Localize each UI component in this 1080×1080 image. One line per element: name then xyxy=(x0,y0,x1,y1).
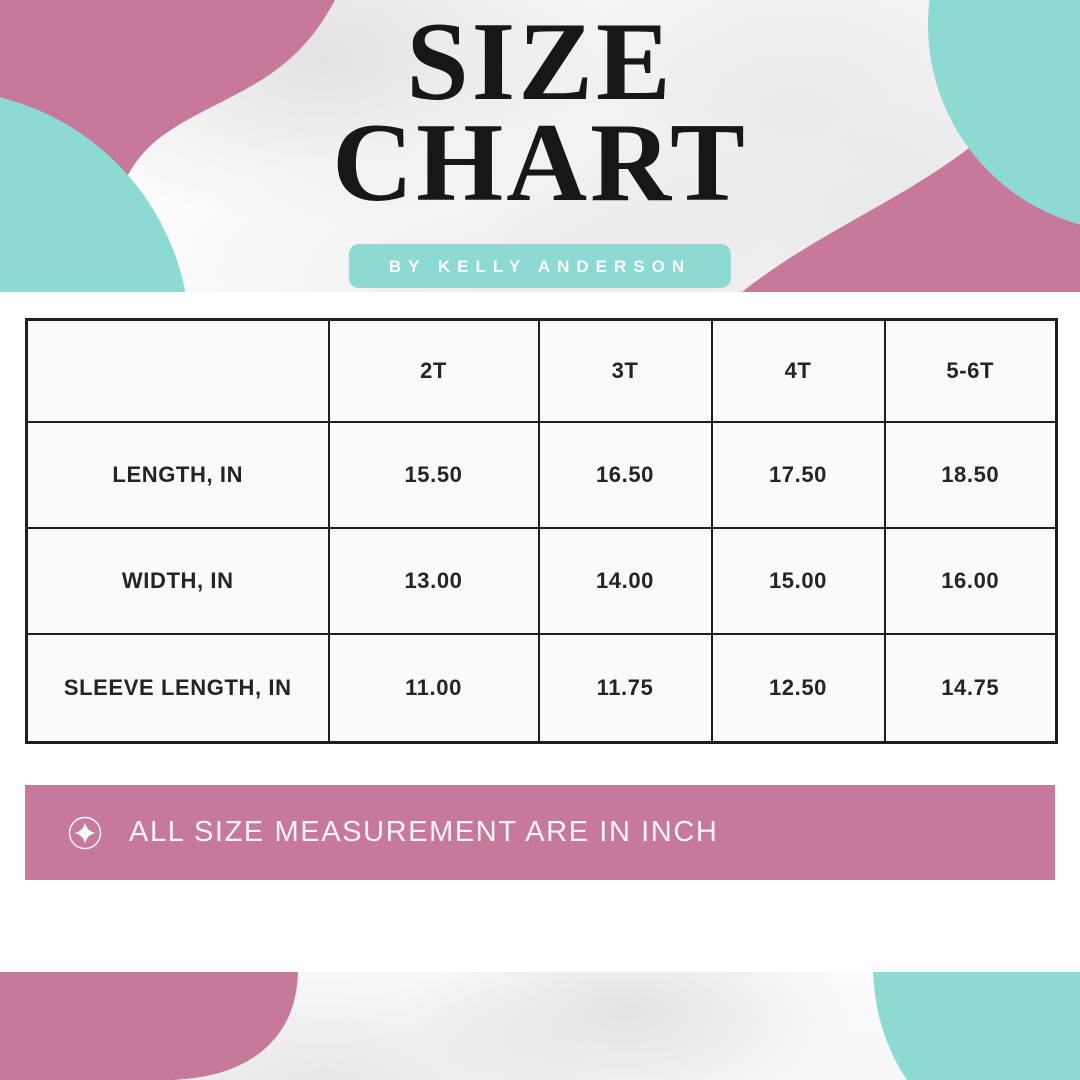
byline-badge: BY KELLY ANDERSON xyxy=(348,244,732,288)
hero-section: SIZE CHART BY KELLY ANDERSON xyxy=(0,0,1080,292)
table-cell: 11.75 xyxy=(537,632,713,744)
hero-decorative-blobs xyxy=(0,0,1080,292)
table-row: LENGTH, IN 15.50 16.50 17.50 18.50 xyxy=(25,420,1058,529)
page-title-line2: CHART xyxy=(332,101,748,226)
table-cell: 18.50 xyxy=(883,420,1058,529)
bottom-right-teal-blob xyxy=(873,972,1080,1080)
table-cell: 17.50 xyxy=(710,420,886,529)
measurement-note-banner: ALL SIZE MEASUREMENT ARE IN INCH xyxy=(25,785,1055,880)
column-header-4t: 4T xyxy=(710,318,886,423)
table-cell: 15.00 xyxy=(710,526,886,635)
table-cell: 13.00 xyxy=(327,526,540,635)
table-row: WIDTH, IN 13.00 14.00 15.00 16.00 xyxy=(25,526,1058,635)
measurement-note-text: ALL SIZE MEASUREMENT ARE IN INCH xyxy=(129,816,719,848)
size-table: 2T 3T 4T 5-6T LENGTH, IN 15.50 16.50 17.… xyxy=(25,318,1058,744)
table-header-row: 2T 3T 4T 5-6T xyxy=(25,318,1058,423)
corner-cell xyxy=(25,318,330,423)
bottom-decorative-band xyxy=(0,972,1080,1080)
table-cell: 12.50 xyxy=(710,632,886,744)
column-header-3t: 3T xyxy=(537,318,713,423)
bottom-left-pink-blob xyxy=(0,972,298,1080)
row-label-width: WIDTH, IN xyxy=(25,526,330,635)
top-right-pink-blob xyxy=(742,0,1080,292)
top-left-teal-blob xyxy=(0,97,186,292)
top-right-teal-blob xyxy=(928,0,1080,225)
column-header-2t: 2T xyxy=(327,318,540,423)
sparkle-icon xyxy=(68,816,102,849)
column-header-56t: 5-6T xyxy=(883,318,1058,423)
row-label-length: LENGTH, IN xyxy=(25,420,330,529)
row-label-sleeve-length: SLEEVE LENGTH, IN xyxy=(25,632,330,744)
bottom-decorative-blobs xyxy=(0,972,1080,1080)
table-cell: 15.50 xyxy=(327,420,540,529)
table-cell: 14.75 xyxy=(883,632,1058,744)
table-cell: 14.00 xyxy=(537,526,713,635)
table-cell: 11.00 xyxy=(327,632,540,744)
table-row: SLEEVE LENGTH, IN 11.00 11.75 12.50 14.7… xyxy=(25,632,1058,744)
table-cell: 16.00 xyxy=(883,526,1058,635)
page-title: SIZE CHART xyxy=(0,0,1080,226)
table-cell: 16.50 xyxy=(537,420,713,529)
page-title-line1: SIZE xyxy=(406,0,674,124)
